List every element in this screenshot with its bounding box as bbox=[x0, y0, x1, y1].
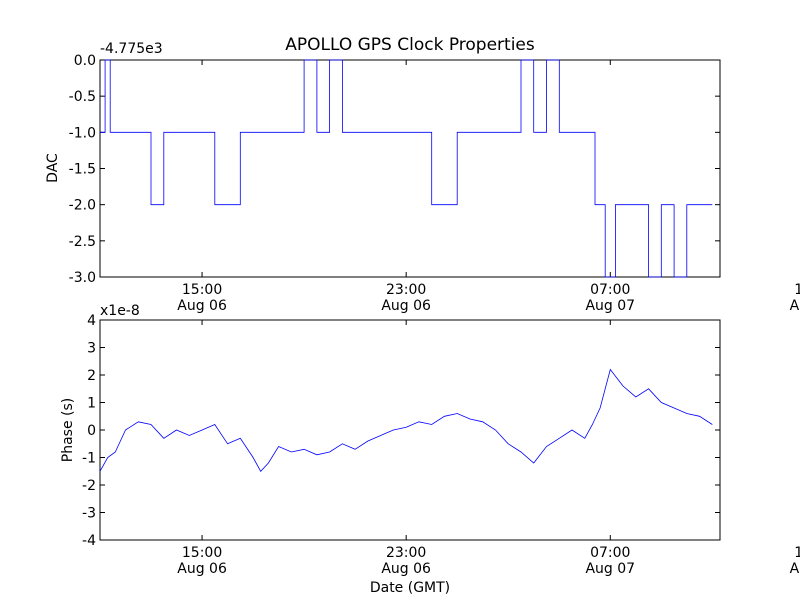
phase-x-tick-date: Aug 07 bbox=[585, 561, 635, 577]
dac-x-tick-time: 15:00 bbox=[182, 282, 222, 298]
phase-y-tick-label: 0 bbox=[87, 423, 96, 439]
phase-y-tick-label: 3 bbox=[87, 341, 96, 357]
dac-plot-frame bbox=[99, 59, 721, 278]
dac-y-tick-label: -0.5 bbox=[69, 89, 96, 105]
x-axis-label: Date (GMT) bbox=[370, 580, 450, 596]
dac-y-axis-label: DAC bbox=[45, 153, 61, 183]
phase-y-ticks: 4 3 2 1 0 -1 -2 -3 -4 bbox=[82, 313, 720, 549]
dac-series-line bbox=[100, 59, 713, 278]
dac-offset-label: -4.775e3 bbox=[100, 41, 163, 57]
chart-title: APOLLO GPS Clock Properties bbox=[285, 35, 535, 55]
dac-x-tick-date: Aug 07 bbox=[585, 298, 635, 314]
phase-offset-label: x1e-8 bbox=[100, 303, 140, 319]
dac-y-tick-label: -1.0 bbox=[69, 125, 96, 141]
phase-x-tick-time: 07:00 bbox=[590, 545, 630, 561]
dac-y-ticks: 0.0 -0.5 -1.0 -1.5 -2.0 -2.5 -3.0 bbox=[69, 53, 720, 286]
phase-y-tick-label: 1 bbox=[87, 396, 96, 412]
dac-y-tick-label: 0.0 bbox=[74, 53, 96, 69]
phase-series-line bbox=[99, 368, 713, 472]
phase-x-tick-date: Aug 07 bbox=[790, 561, 800, 577]
dac-panel: -4.775e3 DAC 0.0 -0.5 -1.0 -1.5 -2.0 -2.5 -3.0… bbox=[45, 41, 800, 314]
dac-x-tick-time: 15:00 bbox=[794, 282, 800, 298]
dac-x-tick-time: 07:00 bbox=[590, 282, 630, 298]
dac-y-tick-label: -1.5 bbox=[69, 162, 96, 178]
dac-x-tick-date: Aug 06 bbox=[177, 298, 227, 314]
phase-plot-frame bbox=[99, 319, 721, 541]
dac-x-tick-time: 23:00 bbox=[386, 282, 426, 298]
phase-x-tick-date: Aug 06 bbox=[177, 561, 227, 577]
dac-x-tick-date: Aug 07 bbox=[790, 298, 800, 314]
phase-y-tick-label: 4 bbox=[87, 313, 96, 329]
phase-y-tick-label: -2 bbox=[82, 478, 96, 494]
phase-y-axis-label: Phase (s) bbox=[60, 398, 76, 462]
dac-y-tick-label: -2.5 bbox=[69, 234, 96, 250]
phase-y-tick-label: -3 bbox=[82, 506, 96, 522]
phase-y-tick-label: 2 bbox=[87, 368, 96, 384]
dac-y-tick-label: -2.0 bbox=[69, 198, 96, 214]
dac-x-tick-date: Aug 06 bbox=[381, 298, 431, 314]
phase-y-tick-label: -1 bbox=[82, 451, 96, 467]
phase-x-tick-time: 23:00 bbox=[386, 545, 426, 561]
dac-y-tick-label: -3.0 bbox=[69, 270, 96, 286]
phase-x-tick-date: Aug 06 bbox=[381, 561, 431, 577]
phase-x-tick-time: 15:00 bbox=[794, 545, 800, 561]
phase-y-tick-label: -4 bbox=[82, 533, 96, 549]
phase-x-tick-time: 15:00 bbox=[182, 545, 222, 561]
